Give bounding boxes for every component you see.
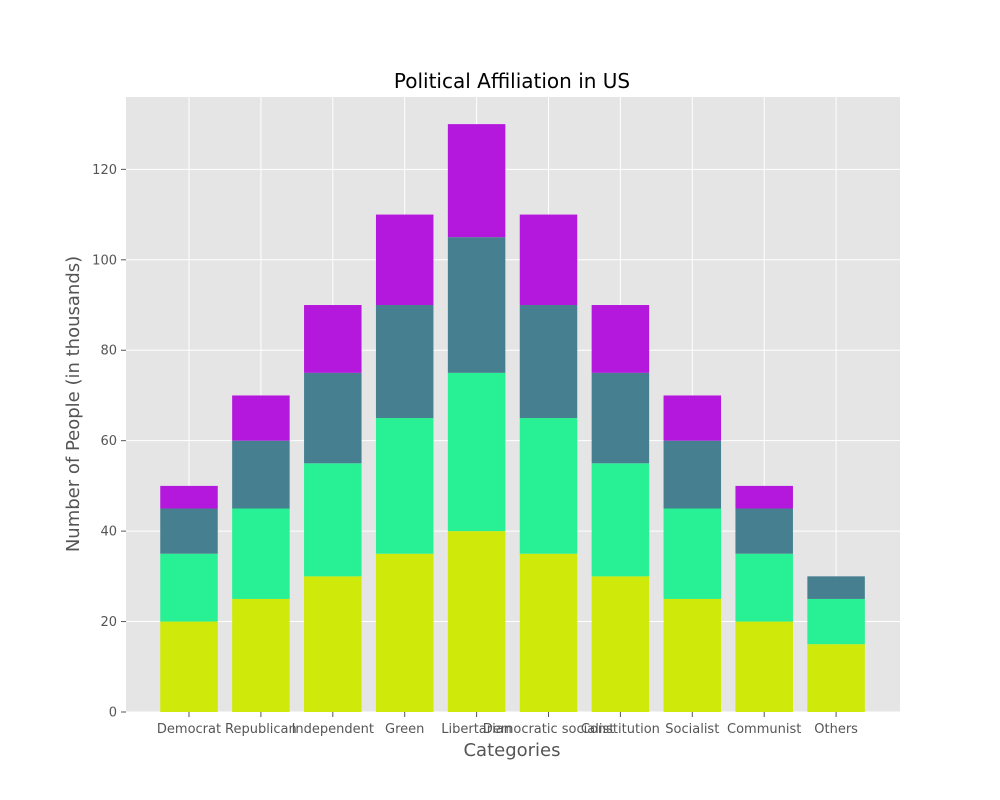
y-tick-label: 40 — [100, 525, 117, 540]
bar-segment-series-4 — [232, 395, 290, 441]
bar-segment-series-3 — [807, 576, 865, 599]
bars — [160, 124, 865, 712]
x-axis-label: Categories — [463, 740, 560, 761]
bar-segment-series-2 — [160, 553, 218, 622]
bar-segment-series-2 — [519, 418, 578, 554]
bar-segment-series-2 — [447, 372, 506, 532]
y-axis-label: Number of People (in thousands) — [63, 256, 84, 552]
bar-segment-series-4 — [304, 305, 362, 373]
chart-title: Political Affiliation in US — [394, 69, 630, 93]
bar-segment-series-1 — [447, 531, 506, 712]
bar-segment-series-1 — [232, 598, 290, 712]
bar-segment-series-1 — [735, 621, 793, 712]
bar-segment-series-4 — [519, 214, 578, 306]
x-tick-label: Libertarian — [441, 722, 512, 737]
bar-segment-series-4 — [663, 395, 722, 441]
y-tick-label: 20 — [100, 615, 117, 630]
y-tick-label: 0 — [109, 706, 117, 721]
x-tick-label: Others — [814, 722, 858, 737]
x-tick-label: Democrat — [157, 722, 221, 737]
y-axis: 0 20 40 60 80 100 120 — [92, 163, 126, 721]
bar-segment-series-3 — [519, 305, 578, 419]
y-tick-label: 60 — [100, 434, 117, 449]
bar-segment-series-1 — [663, 598, 722, 712]
bar-segment-series-1 — [591, 576, 650, 712]
bar-segment-series-4 — [735, 485, 793, 509]
y-tick-label: 120 — [92, 163, 117, 178]
bar-segment-series-2 — [232, 508, 290, 599]
bar-segment-series-2 — [735, 553, 793, 622]
x-tick-label: Republican — [225, 722, 297, 737]
bar-segment-series-3 — [375, 305, 434, 419]
bar-segment-series-2 — [807, 598, 865, 645]
bar-segment-series-4 — [447, 124, 506, 238]
y-tick-label: 100 — [92, 253, 117, 268]
bar-segment-series-2 — [375, 418, 434, 554]
bar-segment-series-4 — [591, 305, 650, 373]
bar-segment-series-3 — [591, 372, 650, 464]
bar-segment-series-3 — [735, 508, 793, 554]
x-tick-label: Green — [385, 722, 424, 737]
bar-segment-series-3 — [160, 508, 218, 554]
bar-segment-series-1 — [375, 553, 434, 712]
bar-segment-series-4 — [375, 214, 434, 306]
bar-segment-series-2 — [591, 463, 650, 577]
bar-segment-series-3 — [663, 440, 722, 509]
bar-segment-series-3 — [232, 440, 290, 509]
bar-segment-series-1 — [304, 576, 362, 712]
x-tick-label: Socialist — [665, 722, 719, 737]
bar-segment-series-1 — [519, 553, 578, 712]
bar-segment-series-3 — [447, 237, 506, 373]
x-tick-label: Communist — [727, 722, 801, 737]
x-tick-label: Independent — [292, 722, 374, 737]
bar-segment-series-1 — [807, 644, 865, 712]
bar-segment-series-1 — [160, 621, 218, 712]
bar-segment-series-3 — [304, 372, 362, 464]
x-tick-label: Democratic socialist — [483, 722, 615, 737]
bar-segment-series-2 — [663, 508, 722, 599]
y-tick-label: 80 — [100, 344, 117, 359]
x-tick-label: Constitution — [581, 722, 660, 737]
bar-segment-series-2 — [304, 463, 362, 577]
bar-segment-series-4 — [160, 485, 218, 509]
